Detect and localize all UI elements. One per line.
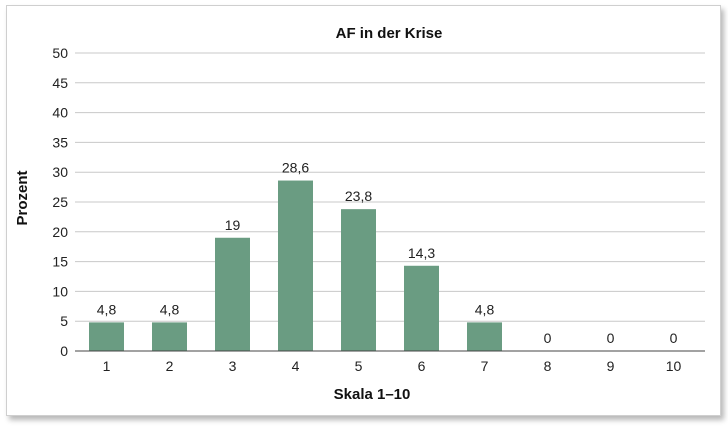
x-tick-label-5: 5 <box>355 358 363 374</box>
grid-lines <box>75 52 705 322</box>
y-axis-label: Prozent <box>14 170 31 225</box>
bar-3 <box>215 237 250 351</box>
data-label-8: 0 <box>544 330 552 346</box>
bar-6 <box>404 265 439 351</box>
y-tick-label: 15 <box>52 254 68 270</box>
data-label-4: 28,6 <box>282 160 309 176</box>
x-tick-label-8: 8 <box>544 358 552 374</box>
x-tick-label-7: 7 <box>481 358 489 374</box>
y-tick-label: 25 <box>52 194 68 210</box>
x-tick-label-10: 10 <box>666 358 682 374</box>
data-label-10: 0 <box>670 330 678 346</box>
bars <box>89 180 502 351</box>
data-label-9: 0 <box>607 330 615 346</box>
bar-2 <box>152 322 187 351</box>
bar-1 <box>89 322 124 351</box>
y-tick-label: 35 <box>52 134 68 150</box>
y-tick-label: 45 <box>52 75 68 91</box>
y-tick-label: 10 <box>52 283 68 299</box>
x-tick-label-6: 6 <box>418 358 426 374</box>
data-label-7: 4,8 <box>475 301 495 317</box>
data-label-1: 4,8 <box>97 301 117 317</box>
x-tick-label-9: 9 <box>607 358 615 374</box>
x-tick-label-3: 3 <box>229 358 237 374</box>
data-labels: 4,8 4,8 19 28,6 23,8 14,3 4,8 0 0 0 <box>97 160 678 346</box>
data-label-6: 14,3 <box>408 245 435 261</box>
y-tick-label: 30 <box>52 164 68 180</box>
bar-5 <box>341 209 376 351</box>
x-tick-label-1: 1 <box>103 358 111 374</box>
y-tick-label: 5 <box>60 313 68 329</box>
x-tick-label-4: 4 <box>292 358 300 374</box>
y-tick-label: 0 <box>60 343 68 359</box>
data-label-5: 23,8 <box>345 188 372 204</box>
x-axis-label: Skala 1–10 <box>334 386 411 403</box>
chart-title: AF in der Krise <box>336 25 443 42</box>
y-tick-label: 20 <box>52 224 68 240</box>
x-tick-label-2: 2 <box>166 358 174 374</box>
data-label-2: 4,8 <box>160 301 180 317</box>
y-tick-label: 50 <box>52 45 68 61</box>
bar-4 <box>278 180 313 351</box>
data-label-3: 19 <box>225 217 241 233</box>
x-tick-labels: 1 2 3 4 5 6 7 8 9 10 <box>103 358 682 374</box>
y-tick-labels: 0 5 10 15 20 25 30 35 40 45 50 <box>52 45 68 359</box>
bar-7 <box>467 322 502 351</box>
y-tick-label: 40 <box>52 105 68 121</box>
